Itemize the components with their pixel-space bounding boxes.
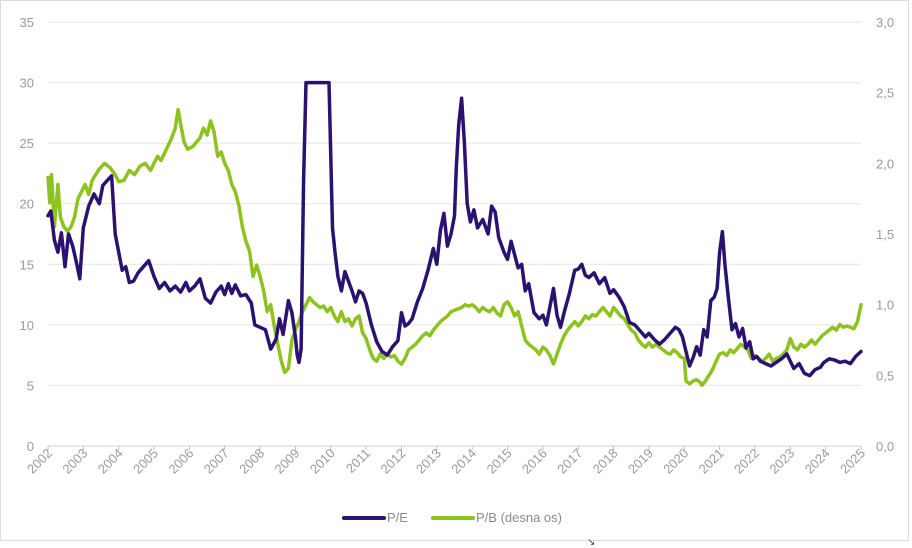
x-tick-2016: 2016 — [519, 446, 550, 477]
x-tick-2003: 2003 — [59, 446, 90, 477]
y-right-tick-0,5: 0,5 — [876, 368, 894, 383]
x-tick-2020: 2020 — [660, 446, 691, 477]
x-tick-2006: 2006 — [165, 446, 196, 477]
x-tick-2018: 2018 — [590, 446, 621, 477]
series-lines — [46, 80, 863, 387]
y-right-tick-3,0: 3,0 — [876, 15, 894, 30]
x-tick-2009: 2009 — [271, 446, 302, 477]
y-left-tick-30: 30 — [20, 76, 34, 91]
y-right-tick-0,0: 0,0 — [876, 439, 894, 454]
y-left-tick-35: 35 — [20, 15, 34, 30]
x-tick-2012: 2012 — [378, 446, 409, 477]
legend-label-pe: P/E — [387, 510, 408, 525]
x-tick-2014: 2014 — [448, 446, 479, 477]
legend: P/E P/B (desna os) — [342, 510, 562, 525]
x-tick-2011: 2011 — [343, 446, 373, 476]
x-tick-2004: 2004 — [95, 446, 126, 477]
x-tick-2010: 2010 — [307, 446, 338, 477]
y-left-tick-5: 5 — [27, 378, 34, 393]
x-tick-2008: 2008 — [236, 446, 267, 477]
gridlines — [48, 21, 861, 447]
y-left-tick-20: 20 — [20, 197, 34, 212]
x-tick-2019: 2019 — [625, 446, 656, 477]
y-axis-left: 0 5 10 15 20 25 30 35 — [20, 15, 34, 454]
x-tick-2005: 2005 — [130, 446, 161, 477]
y-left-tick-25: 25 — [20, 136, 34, 151]
x-tick-2024: 2024 — [802, 446, 833, 477]
y-right-tick-2,0: 2,0 — [876, 156, 894, 171]
y-left-tick-10: 10 — [20, 318, 34, 333]
y-right-tick-1,0: 1,0 — [876, 298, 894, 313]
mouse-cursor-icon: ↘ — [587, 537, 596, 548]
x-tick-2021: 2021 — [696, 446, 727, 477]
x-tick-2007: 2007 — [201, 446, 232, 477]
y-left-tick-0: 0 — [27, 439, 34, 454]
y-axis-right: 0,0 0,5 1,0 1,5 2,0 2,5 3,0 — [876, 15, 894, 454]
series-line-pe — [46, 80, 863, 378]
x-tick-2013: 2013 — [413, 446, 444, 477]
x-tick-2025: 2025 — [837, 446, 868, 477]
y-right-tick-1,5: 1,5 — [876, 227, 894, 242]
x-tick-2023: 2023 — [766, 446, 797, 477]
x-tick-2022: 2022 — [731, 446, 762, 477]
legend-label-pb: P/B (desna os) — [476, 510, 562, 525]
y-left-tick-15: 15 — [20, 257, 34, 272]
series-line-pb — [46, 107, 863, 387]
x-axis: 2002 2003 2004 2005 2006 2007 2008 2009 2010 2011… — [24, 445, 868, 477]
x-tick-2017: 2017 — [554, 446, 585, 477]
y-right-tick-2,5: 2,5 — [876, 86, 894, 101]
x-tick-2015: 2015 — [484, 446, 515, 477]
